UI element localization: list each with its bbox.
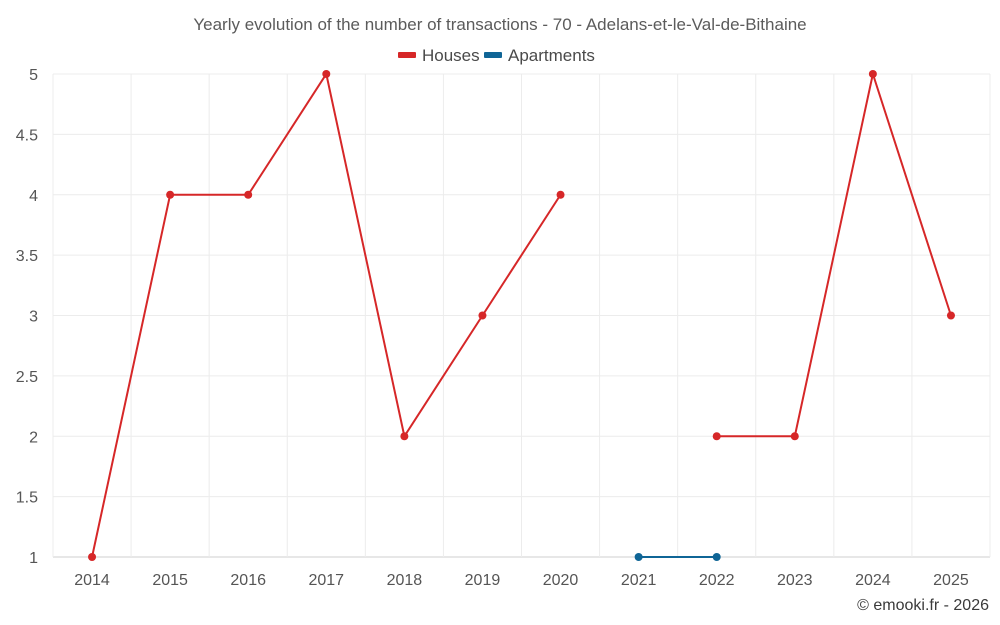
data-point[interactable] [634,553,643,561]
chart-title: Yearly evolution of the number of transa… [193,15,806,34]
x-tick-label: 2019 [465,572,501,589]
legend-label: Apartments [508,46,595,65]
y-tick-label: 4.5 [16,127,38,144]
y-tick-label: 4 [29,188,38,205]
data-point[interactable] [478,311,487,320]
x-tick-label: 2024 [855,572,891,589]
y-tick-label: 5 [29,67,38,84]
x-tick-label: 2022 [699,572,735,589]
data-point[interactable] [868,70,877,78]
legend-item-houses[interactable]: Houses [398,46,480,65]
x-tick-label: 2016 [230,572,266,589]
series-apartments [634,553,721,561]
data-point[interactable] [712,432,721,441]
legend-item-apartments[interactable]: Apartments [484,46,595,65]
y-tick-label: 3.5 [16,248,38,265]
data-point[interactable] [88,553,97,561]
data-point[interactable] [244,190,253,199]
legend-swatch [398,52,416,58]
legend-label: Houses [422,46,480,65]
legend: Houses Apartments [398,46,595,65]
x-tick-label: 2018 [387,572,423,589]
gridlines [52,73,991,558]
y-axis-ticks: 1 1.5 2 2.5 3 3.5 4 4.5 5 [16,67,38,567]
x-tick-label: 2025 [933,572,969,589]
data-point[interactable] [556,190,565,199]
data-point[interactable] [790,432,799,441]
y-tick-label: 2 [29,429,38,446]
x-tick-label: 2021 [621,572,657,589]
series-line [716,70,952,438]
data-point[interactable] [712,553,721,561]
y-tick-label: 1.5 [16,490,38,507]
y-tick-label: 3 [29,309,38,326]
y-tick-label: 1 [29,550,38,567]
credit-text: © emooki.fr - 2026 [857,597,989,614]
legend-swatch [484,52,502,58]
x-tick-label: 2020 [543,572,579,589]
series-group [88,70,955,561]
y-tick-label: 2.5 [16,369,38,386]
x-tick-label: 2017 [308,572,344,589]
x-tick-label: 2015 [152,572,188,589]
series-houses [88,70,955,561]
data-point[interactable] [400,432,409,441]
data-point[interactable] [166,190,175,199]
x-tick-label: 2023 [777,572,813,589]
data-point[interactable] [946,311,955,320]
x-axis-ticks: 2014 2015 2016 2017 2018 2019 2020 2021 2022 2023… [74,572,969,589]
data-point[interactable] [322,70,331,78]
x-tick-label: 2014 [74,572,110,589]
